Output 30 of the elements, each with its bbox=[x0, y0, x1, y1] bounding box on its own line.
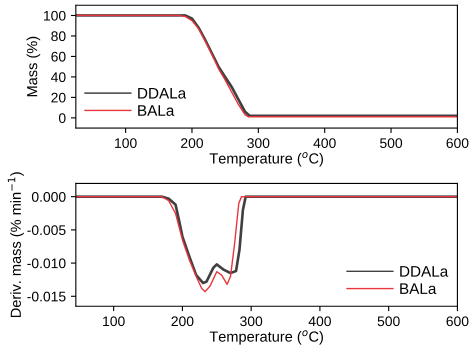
legend-label: DDALa bbox=[138, 88, 186, 99]
y-tick-label: 0.000 bbox=[32, 192, 66, 202]
legend-label: DDALa bbox=[400, 266, 448, 277]
legend-label: BALa bbox=[400, 283, 436, 294]
y-tick-label: 40 bbox=[50, 72, 66, 82]
y-axis-title: Deriv. mass (% min$^{−1}$) bbox=[8, 172, 24, 318]
x-axis-title: Temperature ($^{o}$C) bbox=[210, 330, 323, 345]
y-tick-label: -0.015 bbox=[27, 292, 66, 302]
x-tick-label: 200 bbox=[181, 138, 204, 148]
x-tick-label: 100 bbox=[115, 138, 137, 148]
y-tick-label: -0.010 bbox=[27, 258, 66, 268]
x-tick-label: 600 bbox=[446, 138, 468, 148]
x-tick-label: 600 bbox=[446, 316, 468, 326]
x-tick-label: 200 bbox=[172, 316, 194, 326]
x-tick-label: 300 bbox=[240, 316, 262, 326]
x-tick-label: 300 bbox=[247, 138, 270, 148]
x-tick-label: 500 bbox=[378, 316, 400, 326]
y-tick-label: 80 bbox=[51, 31, 66, 42]
x-tick-label: 400 bbox=[308, 316, 331, 326]
x-tick-label: 100 bbox=[103, 316, 125, 326]
y-axis-title: Mass (%) bbox=[26, 36, 40, 96]
y-tick-label: 100 bbox=[44, 10, 66, 21]
y-tick-label: 20 bbox=[51, 92, 66, 103]
x-tick-label: 500 bbox=[380, 138, 402, 148]
y-tick-label: 60 bbox=[51, 52, 66, 62]
legend-label: BALa bbox=[138, 105, 174, 116]
x-axis-title: Temperature ($^{o}$C) bbox=[210, 152, 323, 166]
x-tick-label: 400 bbox=[313, 138, 336, 148]
y-tick-label: -0.005 bbox=[27, 225, 66, 236]
y-tick-label: 0 bbox=[58, 113, 66, 124]
